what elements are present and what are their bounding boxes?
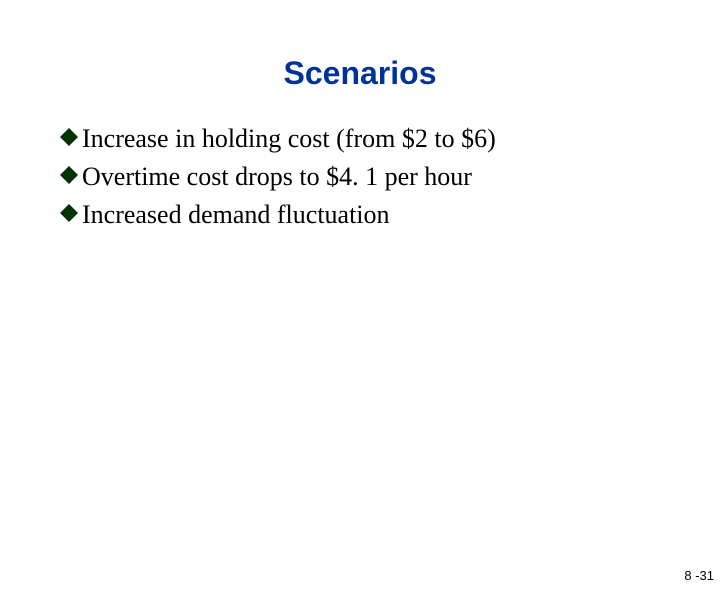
page-number: 8 -31 [684,568,714,583]
diamond-bullet-icon [60,128,78,146]
bullet-text: Increase in holding cost (from $2 to $6) [82,122,496,156]
list-item: Increase in holding cost (from $2 to $6) [60,122,680,156]
bullet-text: Increased demand fluctuation [82,198,390,232]
content-area: Increase in holding cost (from $2 to $6)… [60,122,680,231]
diamond-bullet-icon [60,166,78,184]
list-item: Overtime cost drops to $4. 1 per hour [60,160,680,194]
diamond-bullet-icon [60,204,78,222]
bullet-text: Overtime cost drops to $4. 1 per hour [82,160,472,194]
list-item: Increased demand fluctuation [60,198,680,232]
slide-title: Scenarios [0,55,720,92]
